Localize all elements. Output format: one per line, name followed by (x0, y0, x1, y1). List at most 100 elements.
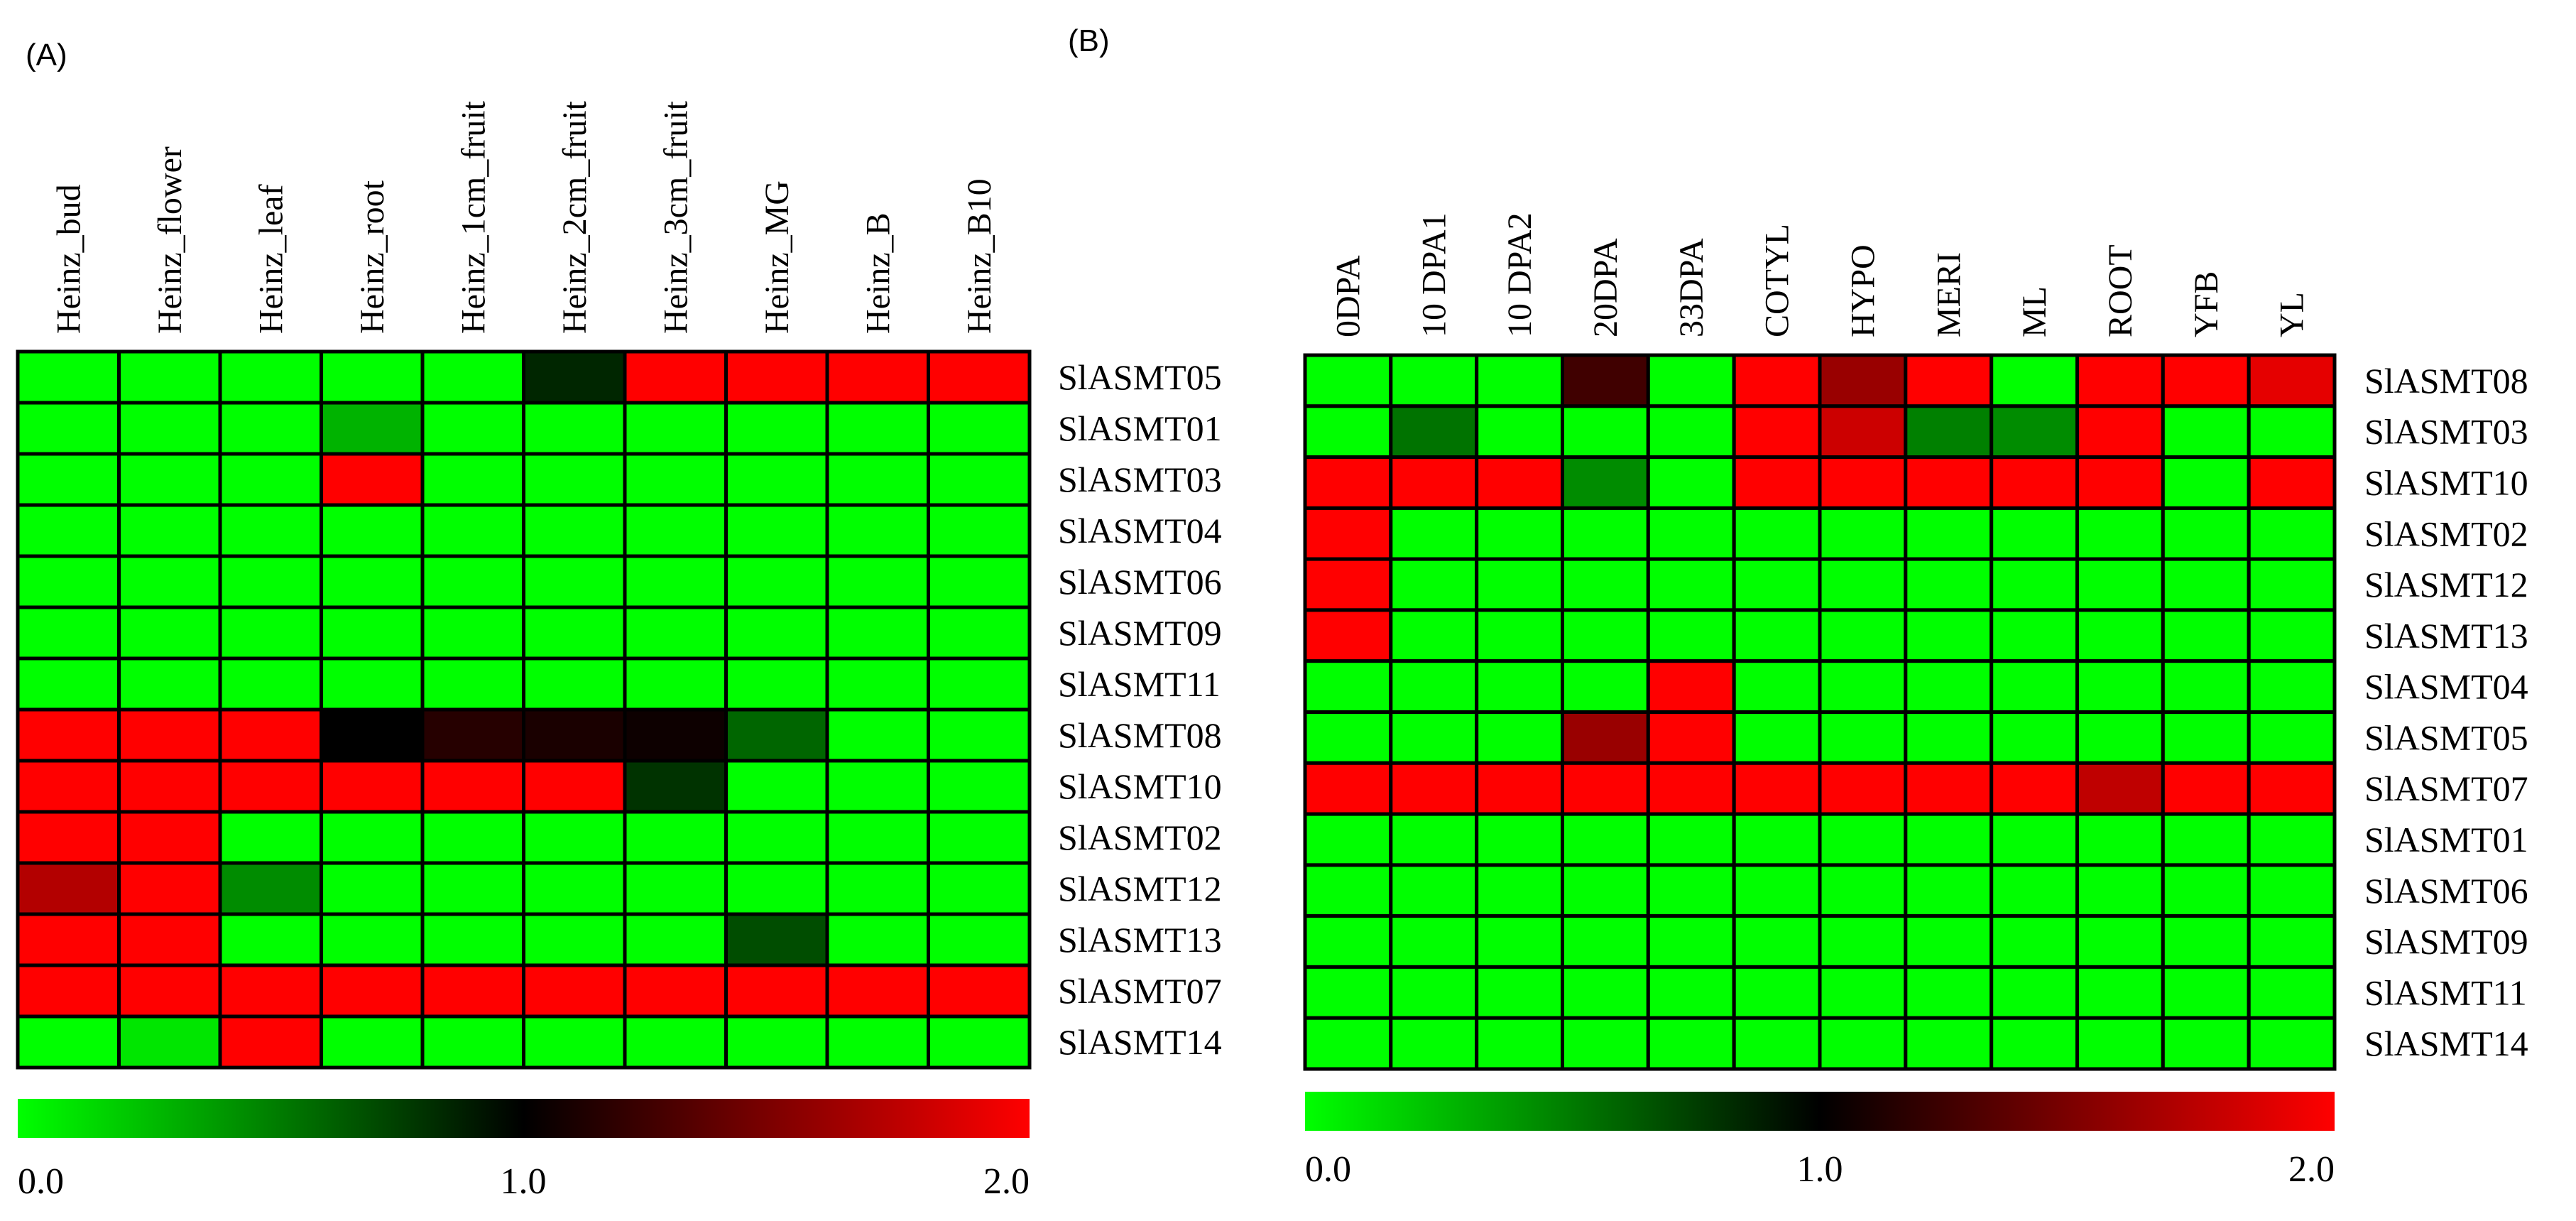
panel-a-cell-slasmt03-6 (522, 452, 627, 507)
panel-a-cell-slasmt05-9 (825, 349, 930, 405)
panel-a-cell-slasmt13-7 (623, 912, 728, 967)
panel-b-cell-slasmt13-7 (1818, 608, 1908, 663)
panel-a-cell-slasmt02-3 (218, 810, 323, 865)
panel-a-column-label-3: Heinz_leaf (252, 184, 290, 334)
panel-b-cell-slasmt05-6 (1732, 710, 1822, 765)
panel-b-cell-slasmt03-12 (2247, 404, 2337, 460)
panel-b-cell-slasmt06-4 (1561, 863, 1650, 918)
panel-b-cell-slasmt10-2 (1389, 455, 1479, 510)
panel-b-cell-slasmt07-7 (1818, 761, 1908, 816)
panel-b-cell-slasmt06-11 (2161, 863, 2251, 918)
panel-b-cell-slasmt13-3 (1475, 608, 1564, 663)
panel-b-cell-slasmt11-2 (1389, 965, 1479, 1020)
panel-b-cell-slasmt06-2 (1389, 863, 1479, 918)
panel-b-cell-slasmt04-10 (2075, 659, 2165, 715)
panel-b-cell-slasmt07-5 (1646, 761, 1736, 816)
panel-a-row-label-slasmt05: SlASMT05 (1058, 357, 1222, 397)
panel-a-column-label-9: Heinz_B (859, 212, 897, 334)
panel-b-cell-slasmt10-9 (1990, 455, 2079, 510)
panel-a-cell-slasmt02-4 (320, 810, 425, 865)
panel-b-cell-slasmt09-5 (1646, 914, 1736, 969)
panel-a-cell-slasmt09-1 (16, 605, 121, 661)
panel-a-colorbar-tick-max: 2.0 (983, 1161, 1030, 1202)
panel-b-column-label-9: ML (2016, 286, 2053, 337)
panel-b-cell-slasmt08-10 (2075, 353, 2165, 408)
panel-a-cell-slasmt12-5 (420, 861, 525, 916)
panel-b-cell-slasmt13-4 (1561, 608, 1650, 663)
panel-b-cell-slasmt03-6 (1732, 404, 1822, 460)
panel-b-cell-slasmt11-3 (1475, 965, 1564, 1020)
panel-a-cell-slasmt02-1 (16, 810, 121, 865)
panel-a-cell-slasmt06-2 (117, 554, 222, 609)
panel-a-column-labels: Heinz_bud Heinz_flower Heinz_leaf Heinz_roo… (50, 100, 998, 334)
panel-b-cell-slasmt03-8 (1904, 404, 1994, 460)
panel-b-cell-slasmt02-2 (1389, 506, 1479, 561)
panel-b-cell-slasmt12-9 (1990, 557, 2079, 612)
panel-b-column-label-12: YL (2274, 292, 2311, 337)
panel-b-cell-slasmt12-7 (1818, 557, 1908, 612)
panel-a-cell-slasmt14-6 (522, 1014, 627, 1070)
panel-a-cell-slasmt13-1 (16, 912, 121, 967)
panel-b-cell-slasmt02-5 (1646, 506, 1736, 561)
panel-a-cell-slasmt11-5 (420, 656, 525, 712)
panel-a-column-label-1: Heinz_bud (50, 184, 87, 334)
panel-b-cell-slasmt14-7 (1818, 1016, 1908, 1071)
panel-b-cell-slasmt13-2 (1389, 608, 1479, 663)
panel-a-cell-slasmt13-6 (522, 912, 627, 967)
panel-b-column-label-4: 20DPA (1587, 238, 1625, 337)
panel-b-cell-slasmt12-12 (2247, 557, 2337, 612)
panel-b-cell-slasmt02-10 (2075, 506, 2165, 561)
panel-a-cell-slasmt08-4 (320, 707, 425, 763)
panel-a-cell-slasmt05-1 (16, 349, 121, 405)
panel-b-cell-slasmt12-8 (1904, 557, 1994, 612)
panel-b-cell-slasmt02-6 (1732, 506, 1822, 561)
panel-b-row-label-slasmt12: SlASMT12 (2364, 565, 2528, 604)
panel-b-cell-slasmt04-11 (2161, 659, 2251, 715)
panel-a-cell-slasmt03-3 (218, 452, 323, 507)
panel-a-cell-slasmt13-10 (927, 912, 1032, 967)
panel-a-cell-slasmt08-9 (825, 707, 930, 763)
panel-a-cell-slasmt08-2 (117, 707, 222, 763)
panel-b-column-label-10: ROOT (2102, 244, 2139, 337)
panel-b-cell-slasmt08-3 (1475, 353, 1564, 408)
panel-b-cell-slasmt13-11 (2161, 608, 2251, 663)
panel-a-column-label-8: Heinz_MG (758, 180, 796, 334)
panel-a-cell-slasmt01-5 (420, 401, 525, 456)
panel-a-cell-slasmt04-3 (218, 503, 323, 558)
panel-a-cell-slasmt10-4 (320, 759, 425, 814)
panel-a-cell-slasmt09-7 (623, 605, 728, 661)
panel-b-cell-slasmt07-6 (1732, 761, 1822, 816)
panel-b-cell-slasmt03-2 (1389, 404, 1479, 460)
panel-b-cell-slasmt05-10 (2075, 710, 2165, 765)
panel-b-cell-slasmt04-4 (1561, 659, 1650, 715)
panel-b-cell-slasmt11-5 (1646, 965, 1736, 1020)
panel-a-cell-slasmt12-7 (623, 861, 728, 916)
panel-b-cell-slasmt11-11 (2161, 965, 2251, 1020)
panel-a-cell-slasmt12-8 (724, 861, 829, 916)
panel-b-cell-slasmt09-9 (1990, 914, 2079, 969)
panel-b-cell-slasmt08-6 (1732, 353, 1822, 408)
panel-a-cell-slasmt06-1 (16, 554, 121, 609)
panel-b-cell-slasmt08-12 (2247, 353, 2337, 408)
panel-a-cell-slasmt13-2 (117, 912, 222, 967)
panel-a-cell-slasmt10-10 (927, 759, 1032, 814)
panel-b-column-label-3: 10 DPA2 (1501, 212, 1539, 337)
panel-b-cell-slasmt10-8 (1904, 455, 1994, 510)
panel-a-cell-slasmt06-9 (825, 554, 930, 609)
panel-b-cell-slasmt12-1 (1303, 557, 1393, 612)
panel-a-cell-slasmt07-2 (117, 963, 222, 1019)
panel-b-cell-slasmt08-11 (2161, 353, 2251, 408)
panel-b-row-label-slasmt05: SlASMT05 (2364, 717, 2528, 757)
panel-b-cell-slasmt06-1 (1303, 863, 1393, 918)
panel-a-cell-slasmt02-8 (724, 810, 829, 865)
panel-a-cell-slasmt14-9 (825, 1014, 930, 1070)
panel-b-row-label-slasmt02: SlASMT02 (2364, 514, 2528, 553)
panel-a-cell-slasmt12-3 (218, 861, 323, 916)
panel-a-cell-slasmt01-6 (522, 401, 627, 456)
panel-a-cell-slasmt01-7 (623, 401, 728, 456)
panel-b-cell-slasmt04-3 (1475, 659, 1564, 715)
panel-a-cell-slasmt12-9 (825, 861, 930, 916)
panel-b-row-label-slasmt10: SlASMT10 (2364, 463, 2528, 503)
panel-a-colorbar-tick-min: 0.0 (18, 1161, 64, 1202)
panel-b-cell-slasmt13-6 (1732, 608, 1822, 663)
